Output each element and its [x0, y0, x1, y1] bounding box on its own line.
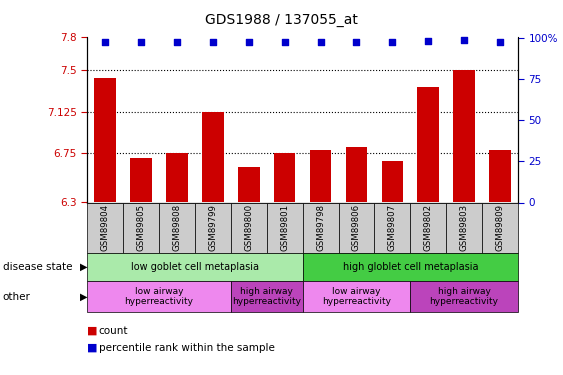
Bar	[418, 87, 439, 202]
Text: ■: ■	[87, 343, 98, 352]
Point	[244, 39, 253, 45]
Point	[459, 37, 468, 43]
Bar	[238, 167, 260, 202]
Point	[352, 39, 361, 45]
Text: high airway
hyperreactivity: high airway hyperreactivity	[430, 287, 499, 306]
Bar	[95, 78, 116, 203]
Text: GDS1988 / 137055_at: GDS1988 / 137055_at	[205, 13, 358, 27]
Text: other: other	[3, 292, 31, 302]
Text: GSM89803: GSM89803	[459, 204, 468, 251]
Text: low airway
hyperreactivity: low airway hyperreactivity	[124, 287, 194, 306]
Point	[208, 39, 217, 45]
Text: ▶: ▶	[79, 262, 87, 272]
Point	[137, 39, 146, 45]
Text: GSM89809: GSM89809	[495, 204, 504, 251]
Text: GSM89806: GSM89806	[352, 204, 361, 251]
Bar	[453, 70, 475, 202]
Text: ■: ■	[87, 326, 98, 336]
Point	[172, 39, 181, 45]
Bar	[166, 153, 188, 203]
Text: high globlet cell metaplasia: high globlet cell metaplasia	[342, 262, 478, 272]
Text: GSM89805: GSM89805	[137, 204, 146, 251]
Bar	[274, 153, 296, 203]
Text: GSM89800: GSM89800	[244, 204, 253, 251]
Text: low goblet cell metaplasia: low goblet cell metaplasia	[131, 262, 259, 272]
Point	[495, 39, 504, 45]
Text: percentile rank within the sample: percentile rank within the sample	[99, 343, 274, 352]
Bar	[310, 150, 331, 202]
Text: GSM89801: GSM89801	[280, 204, 289, 251]
Text: low airway
hyperreactivity: low airway hyperreactivity	[322, 287, 391, 306]
Text: GSM89799: GSM89799	[208, 204, 217, 251]
Text: disease state: disease state	[3, 262, 72, 272]
Text: count: count	[99, 326, 128, 336]
Point	[101, 39, 110, 45]
Text: GSM89802: GSM89802	[424, 204, 433, 251]
Text: GSM89798: GSM89798	[316, 204, 325, 251]
Bar	[489, 150, 511, 202]
Point	[280, 39, 289, 45]
Point	[316, 39, 325, 45]
Bar	[202, 112, 224, 202]
Text: GSM89808: GSM89808	[172, 204, 181, 251]
Text: ▶: ▶	[79, 292, 87, 302]
Point	[424, 38, 433, 44]
Text: high airway
hyperreactivity: high airway hyperreactivity	[232, 287, 301, 306]
Text: GSM89804: GSM89804	[101, 204, 110, 251]
Bar	[346, 147, 367, 202]
Text: GSM89807: GSM89807	[388, 204, 397, 251]
Bar	[382, 161, 403, 202]
Bar	[130, 159, 152, 203]
Point	[388, 39, 397, 45]
